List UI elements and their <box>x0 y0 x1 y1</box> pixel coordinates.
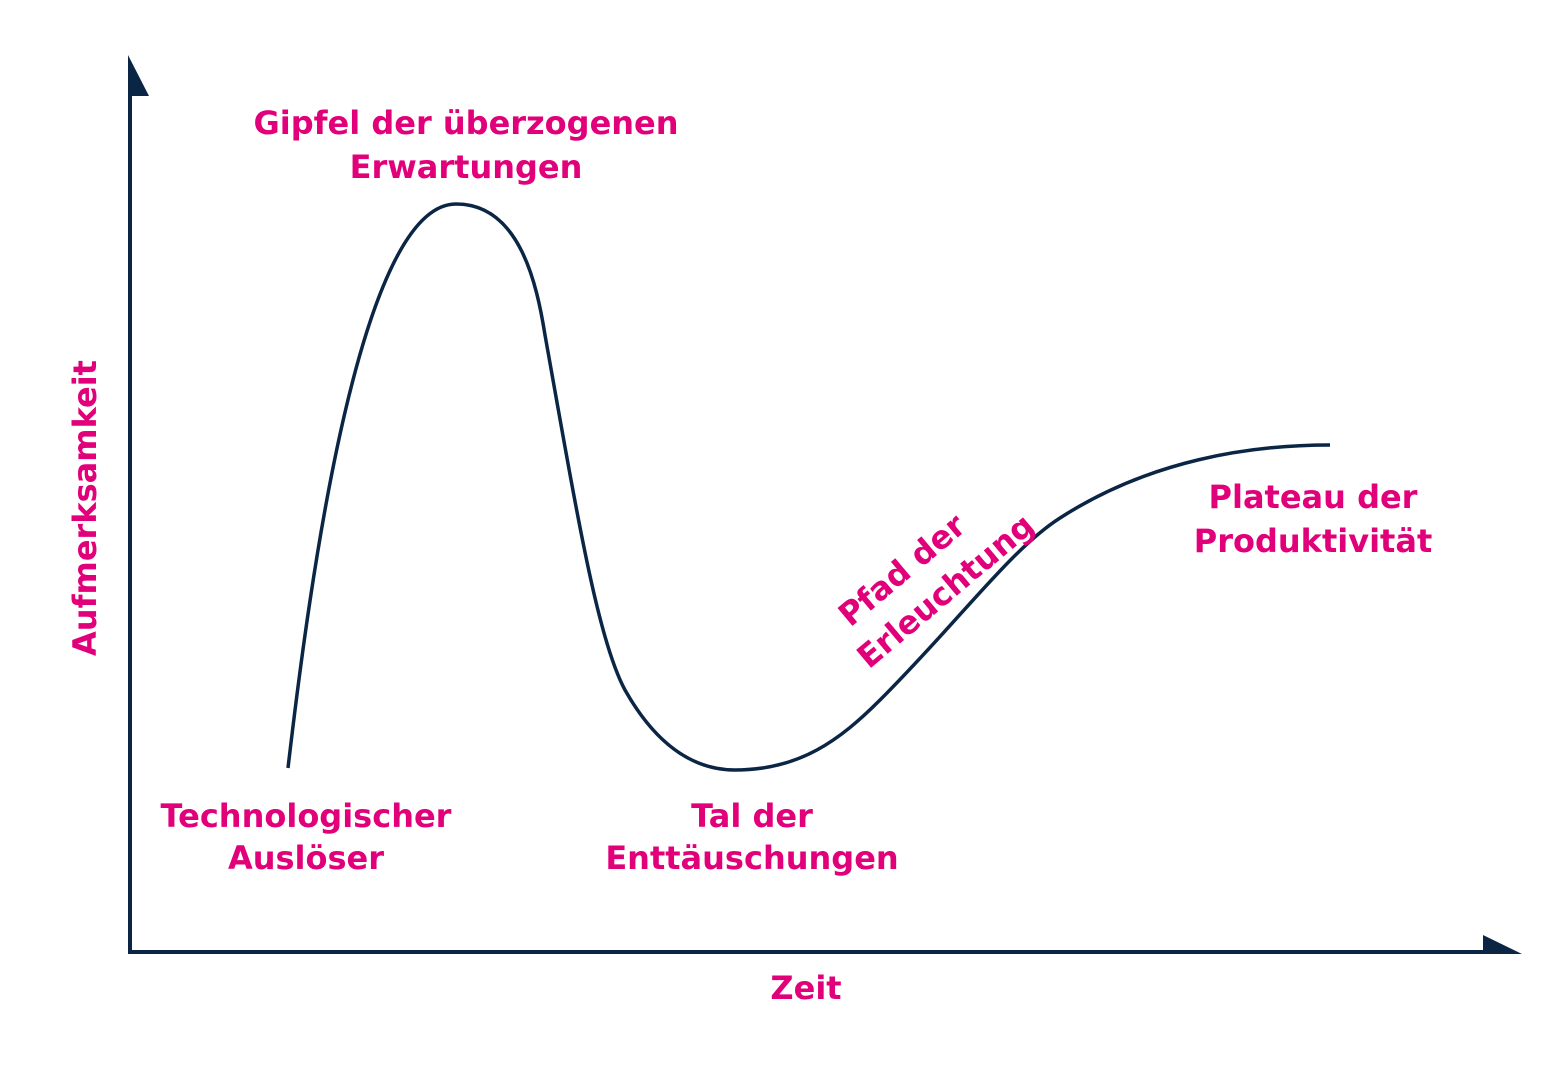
phase-label: Technologischer <box>161 797 452 835</box>
phase-label: Tal der <box>691 797 813 835</box>
phase-label: Plateau der <box>1209 478 1418 516</box>
hype-curve <box>286 202 1331 772</box>
phase-label: Enttäuschungen <box>605 839 898 877</box>
y-axis-label: Aufmerksamkeit <box>66 360 104 656</box>
phase-label: Auslöser <box>228 839 384 877</box>
x-axis-label: Zeit <box>770 969 841 1007</box>
phase-label: Gipfel der überzogenen <box>253 104 678 142</box>
phase-label: Produktivität <box>1194 522 1432 560</box>
phase-label: Erwartungen <box>350 148 583 186</box>
x-axis-arrow <box>1483 935 1522 954</box>
y-axis-arrow <box>128 55 149 96</box>
